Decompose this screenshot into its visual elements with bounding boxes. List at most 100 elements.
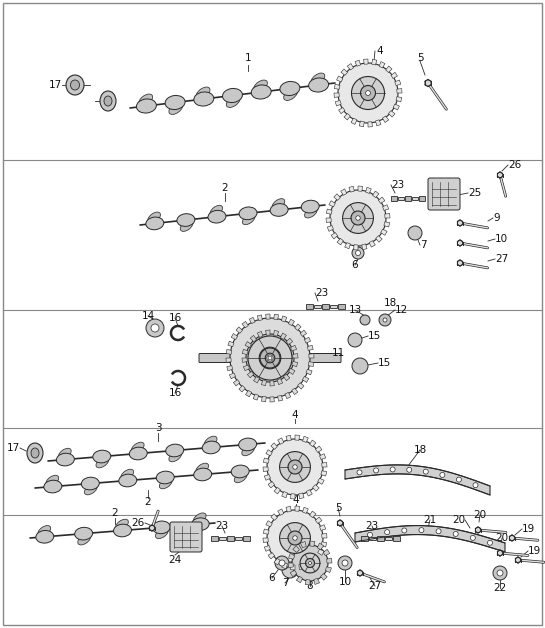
Polygon shape [510, 535, 514, 541]
Circle shape [282, 562, 298, 578]
Ellipse shape [81, 477, 99, 490]
Polygon shape [277, 379, 283, 384]
Polygon shape [243, 349, 248, 354]
Text: 18: 18 [413, 445, 427, 455]
Circle shape [385, 529, 390, 534]
Polygon shape [347, 63, 354, 70]
Circle shape [379, 314, 391, 326]
Circle shape [265, 353, 275, 363]
Ellipse shape [27, 443, 43, 463]
Polygon shape [266, 521, 272, 527]
Text: 10: 10 [495, 234, 508, 244]
Polygon shape [383, 205, 389, 210]
Polygon shape [249, 317, 255, 323]
Polygon shape [253, 377, 259, 383]
Text: 24: 24 [168, 555, 181, 565]
Polygon shape [290, 565, 295, 570]
Polygon shape [274, 314, 278, 320]
Polygon shape [288, 553, 295, 559]
Circle shape [230, 318, 310, 398]
Polygon shape [270, 397, 274, 402]
Polygon shape [310, 511, 316, 517]
FancyBboxPatch shape [170, 522, 202, 552]
Circle shape [280, 522, 311, 553]
Polygon shape [334, 84, 340, 89]
Polygon shape [386, 66, 392, 72]
Circle shape [360, 85, 376, 100]
Polygon shape [355, 60, 360, 66]
Text: 15: 15 [368, 331, 381, 341]
Polygon shape [425, 80, 431, 87]
Bar [360, 536, 367, 541]
Bar [219, 536, 226, 539]
Polygon shape [264, 475, 270, 480]
Polygon shape [310, 541, 315, 546]
Text: 22: 22 [493, 583, 507, 593]
Polygon shape [263, 467, 268, 472]
Polygon shape [306, 561, 312, 567]
Polygon shape [292, 362, 298, 367]
Polygon shape [316, 446, 322, 452]
Polygon shape [337, 76, 343, 82]
Bar [243, 536, 250, 541]
Text: 2: 2 [222, 183, 228, 193]
Circle shape [348, 333, 362, 347]
Text: 20: 20 [474, 510, 487, 520]
Ellipse shape [196, 87, 210, 99]
Bar [392, 536, 399, 541]
Polygon shape [326, 558, 332, 563]
Ellipse shape [113, 524, 131, 537]
Polygon shape [320, 573, 327, 580]
Polygon shape [302, 436, 308, 443]
Text: 16: 16 [168, 313, 181, 323]
Ellipse shape [234, 472, 247, 483]
Polygon shape [334, 93, 339, 97]
Polygon shape [242, 322, 249, 328]
Polygon shape [257, 315, 262, 321]
Circle shape [146, 319, 164, 337]
Circle shape [275, 556, 289, 570]
Circle shape [357, 470, 362, 475]
Polygon shape [381, 229, 387, 236]
Polygon shape [366, 187, 371, 193]
Polygon shape [358, 570, 362, 576]
Text: 6: 6 [352, 260, 358, 270]
Polygon shape [306, 490, 312, 496]
Polygon shape [309, 354, 314, 358]
Ellipse shape [305, 207, 317, 218]
Ellipse shape [242, 445, 255, 456]
Polygon shape [457, 260, 463, 266]
Circle shape [268, 356, 272, 360]
Ellipse shape [226, 95, 240, 107]
Circle shape [288, 460, 302, 474]
Polygon shape [368, 122, 372, 127]
Polygon shape [362, 244, 367, 250]
Ellipse shape [202, 441, 220, 454]
Ellipse shape [100, 91, 116, 111]
Text: 4: 4 [377, 46, 383, 56]
Polygon shape [313, 485, 319, 491]
Polygon shape [250, 335, 257, 342]
Circle shape [308, 561, 311, 565]
Bar [234, 536, 241, 539]
Ellipse shape [131, 442, 144, 453]
Polygon shape [278, 438, 284, 444]
Polygon shape [318, 550, 324, 555]
Polygon shape [236, 327, 243, 333]
Ellipse shape [208, 210, 226, 223]
Polygon shape [335, 100, 341, 106]
Polygon shape [372, 59, 377, 65]
Polygon shape [379, 62, 385, 68]
Ellipse shape [166, 444, 184, 457]
Ellipse shape [301, 200, 319, 213]
Polygon shape [282, 563, 287, 569]
Circle shape [267, 510, 323, 566]
Polygon shape [268, 553, 275, 559]
Polygon shape [286, 338, 293, 345]
Circle shape [279, 560, 285, 566]
Circle shape [259, 347, 281, 369]
Polygon shape [229, 373, 235, 379]
Ellipse shape [66, 75, 84, 95]
Circle shape [487, 540, 493, 545]
Polygon shape [326, 218, 331, 222]
